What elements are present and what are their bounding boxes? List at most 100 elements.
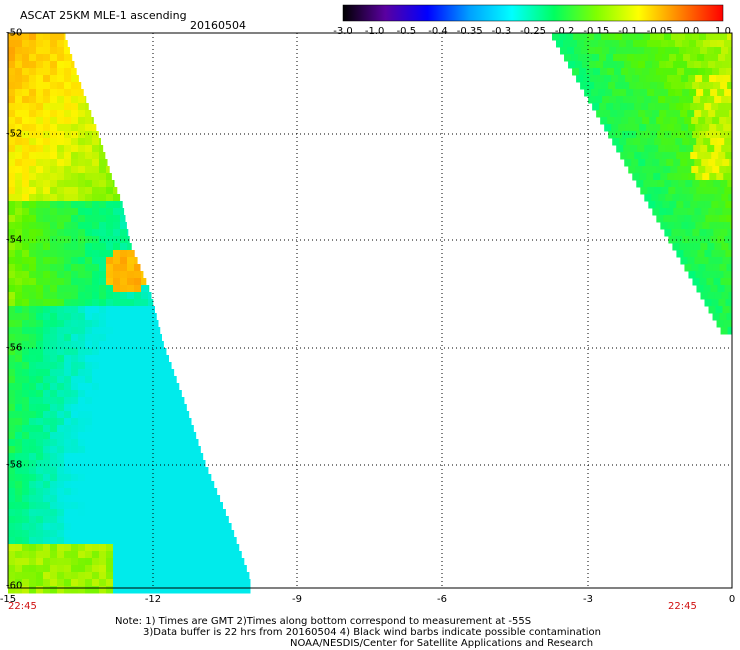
- data-cell: [162, 586, 170, 594]
- data-cell: [659, 208, 667, 216]
- data-cell: [71, 187, 79, 195]
- data-cell: [148, 383, 156, 391]
- data-cell: [155, 376, 163, 384]
- data-cell: [99, 173, 107, 181]
- data-cell: [15, 131, 23, 139]
- data-cell: [50, 292, 58, 300]
- data-cell: [85, 250, 93, 258]
- data-cell: [686, 194, 694, 202]
- lon-tick-label: -6: [437, 594, 447, 605]
- data-cell: [8, 299, 16, 307]
- data-cell: [106, 502, 114, 510]
- data-cell: [43, 159, 51, 167]
- data-cell: [246, 565, 247, 573]
- data-cell: [78, 313, 86, 321]
- data-cell: [155, 558, 163, 566]
- data-cell: [653, 75, 661, 83]
- data-cell: [36, 502, 44, 510]
- data-cell: [239, 579, 247, 587]
- data-cell: [583, 75, 591, 83]
- data-cell: [43, 509, 51, 517]
- data-cell: [36, 54, 44, 62]
- data-cell: [684, 117, 692, 125]
- data-cell: [134, 383, 142, 391]
- data-cell: [134, 509, 142, 517]
- data-cell: [71, 82, 79, 90]
- data-cell: [619, 40, 627, 48]
- data-cell: [651, 96, 659, 104]
- data-cell: [64, 586, 72, 594]
- data-cell: [689, 40, 697, 48]
- data-cell: [85, 285, 93, 293]
- data-cell: [99, 152, 106, 160]
- data-cell: [36, 47, 44, 55]
- data-cell: [204, 495, 212, 503]
- data-cell: [22, 509, 30, 517]
- data-cell: [578, 54, 586, 62]
- data-cell: [712, 264, 720, 272]
- data-cell: [92, 159, 100, 167]
- data-cell: [113, 565, 121, 573]
- data-cell: [127, 579, 135, 587]
- data-cell: [64, 397, 72, 405]
- data-cell: [78, 166, 86, 174]
- data-cell: [92, 152, 100, 160]
- data-cell: [660, 173, 668, 181]
- data-cell: [50, 495, 58, 503]
- data-cell: [120, 390, 128, 398]
- data-cell: [99, 390, 107, 398]
- data-cell: [15, 481, 23, 489]
- data-cell: [15, 271, 23, 279]
- data-cell: [621, 117, 629, 125]
- data-cell: [57, 530, 65, 538]
- data-cell: [120, 320, 128, 328]
- data-cell: [8, 61, 16, 69]
- data-cell: [64, 495, 72, 503]
- data-cell: [714, 47, 722, 55]
- data-cell: [50, 397, 58, 405]
- data-cell: [602, 96, 610, 104]
- data-cell: [134, 502, 142, 510]
- data-cell: [671, 131, 679, 139]
- data-cell: [586, 68, 594, 76]
- data-cell: [148, 439, 156, 447]
- data-cell: [22, 215, 30, 223]
- data-cell: [685, 82, 693, 90]
- data-cell: [22, 502, 30, 510]
- data-cell: [127, 341, 135, 349]
- data-cell: [120, 495, 128, 503]
- data-cell: [15, 397, 23, 405]
- data-cell: [15, 61, 23, 69]
- data-cell: [64, 467, 72, 475]
- data-cell: [155, 544, 163, 552]
- data-cell: [591, 89, 599, 97]
- data-cell: [141, 474, 149, 482]
- data-cell: [43, 103, 51, 111]
- data-cell: [127, 544, 135, 552]
- data-cell: [729, 110, 733, 118]
- data-cell: [106, 495, 114, 503]
- data-cell: [567, 47, 575, 55]
- colorbar-tick-label: -0.4: [428, 26, 448, 37]
- data-cell: [57, 467, 65, 475]
- data-cell: [637, 96, 645, 104]
- data-cell: [120, 334, 128, 342]
- data-cell: [92, 138, 100, 146]
- data-cell: [22, 551, 30, 559]
- data-cell: [148, 586, 156, 594]
- data-cell: [85, 551, 93, 559]
- data-cell: [43, 523, 51, 531]
- data-cell: [57, 369, 65, 377]
- data-cell: [120, 467, 128, 475]
- data-cell: [141, 439, 149, 447]
- data-cell: [715, 257, 723, 265]
- data-cell: [92, 292, 100, 300]
- data-cell: [211, 516, 219, 524]
- data-cell: [43, 341, 51, 349]
- data-cell: [726, 215, 733, 223]
- data-cell: [15, 327, 23, 335]
- data-cell: [29, 222, 37, 230]
- data-cell: [92, 250, 100, 258]
- data-cell: [715, 306, 724, 314]
- data-cell: [691, 166, 699, 174]
